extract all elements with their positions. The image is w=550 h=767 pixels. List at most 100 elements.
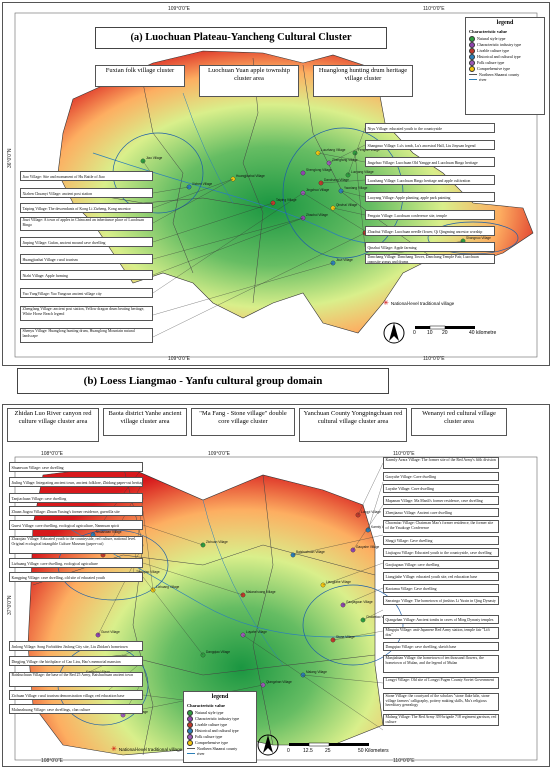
legend-a-line-item-2: river xyxy=(469,77,541,82)
lon-label-bottom-2: 110°0'0"E xyxy=(423,356,445,362)
left-label-b-10: Dingjing Village: the birthplace of Cao … xyxy=(9,656,143,666)
legend-b-line-item-1: Northern Shaanxi county xyxy=(187,746,253,751)
left-label-a-7: Nizhi Village: Apple farming xyxy=(20,270,153,280)
lon-b-top-3: 110°0'0"E xyxy=(393,451,415,457)
right-label-b-13: Qiangzhan Village: Ancient tombs in cave… xyxy=(383,615,499,624)
lon-label-top-2: 110°0'0"E xyxy=(423,6,445,12)
legend-a-item-3: Livable culture type xyxy=(469,47,541,54)
legend-b-item-label: Natural style type xyxy=(195,709,224,715)
legend-a-item-label: Livable culture type xyxy=(477,47,510,53)
north-arrow-icon xyxy=(383,322,405,344)
left-label-a-3: Taiping Village: The descendants of Kong… xyxy=(20,203,153,213)
map-a-village-name: Xizhen Village xyxy=(192,182,212,186)
map-b-village-name: Baishuchuan Village xyxy=(296,550,325,554)
right-label-b-10: Liangjiahe Village: educated youth site,… xyxy=(383,572,499,581)
cluster-label-zhidan: Zhidan Luo River canyon red culture vill… xyxy=(7,408,99,442)
left-label-b-4: Zhuan Jiagou Village: Zhuan Yuxing's for… xyxy=(9,506,143,516)
map-a-village-name: Zhengfang Village xyxy=(332,158,358,162)
right-label-a-2: Shangnuo Village: Lu's tomb, Lu's ancest… xyxy=(365,140,495,150)
map-a-village-name: Yaoxiang Village xyxy=(344,186,368,190)
north-arrow-icon-b xyxy=(257,734,279,756)
left-label-b-12: Zichuan Village: rural tourism demonstra… xyxy=(9,690,143,700)
map-a-village-name: Shangnuo Village xyxy=(466,236,491,240)
lon-b-top-2: 109°0'0"E xyxy=(208,451,230,457)
legend-a-swatch-icon xyxy=(469,53,475,60)
left-label-a-10: Shenyu Village: Huanglong hunting drum, … xyxy=(20,328,153,343)
map-b-village-name: Malanzhuang Village xyxy=(246,590,276,594)
legend-b-item-label: Historical and cultural type xyxy=(195,727,239,733)
legend-b-item-label: Folk culture type xyxy=(195,733,223,739)
right-label-a-9: Danchang Village: Danchang Tower, Dancha… xyxy=(365,254,495,264)
legend-a-item-2: Characteristic industry type xyxy=(469,41,541,48)
legend-a-line-swatch-icon xyxy=(469,78,477,80)
map-b-village-name: Luyahe Village xyxy=(246,630,267,634)
map-b-village-name: Shuanwan Village xyxy=(96,530,122,534)
left-label-b-11: Baishuchuan Village: the base of the Red… xyxy=(9,672,143,687)
map-a-village-name: Fengxin Village xyxy=(358,148,380,152)
legend-a-item-1: Natural style type xyxy=(469,35,541,42)
map-a-village-name: Danchang Village xyxy=(324,178,349,182)
legend-b-swatch-icon xyxy=(187,733,193,740)
legend-b-swatch-icon xyxy=(187,727,193,734)
legend-b-item-3: Livable culture type xyxy=(187,721,253,728)
right-label-b-4: Mapanan Village: Ma Manli's former resid… xyxy=(383,496,499,505)
legend-b-item-6: Comprehensive type xyxy=(187,739,253,746)
legend-b-line-swatch-icon xyxy=(187,752,195,754)
map-a-village-name: Luozhang Village xyxy=(321,148,346,152)
legend-a-item-5: Folk culture type xyxy=(469,59,541,66)
legend-b-item-4: Historical and cultural type xyxy=(187,727,253,734)
map-b-village-name: Stone Village xyxy=(336,635,355,639)
legend-a-item-4: Historical and cultural type xyxy=(469,53,541,60)
legend-b-item-label: Characteristic industry type xyxy=(195,715,240,721)
map-b-village-name: Malang Village xyxy=(306,670,327,674)
legend-a-title: legend xyxy=(496,20,514,26)
legend-b-line-swatch-icon xyxy=(187,747,195,749)
legend-a-swatch-icon xyxy=(469,47,475,54)
right-label-a-8: Qinzhai Village: Apple farming xyxy=(365,242,495,252)
map-b-village-name: Qiangzhan Village xyxy=(266,680,292,684)
lon-b-bottom-3: 110°0'0"E xyxy=(393,758,415,764)
right-label-a-6: Fengxin Village: Luochuan conference sit… xyxy=(365,210,495,220)
right-label-a-5: Luoyang Village: Apple planting, apple p… xyxy=(365,192,495,202)
scale-a-1: 10 xyxy=(427,330,433,336)
left-label-b-2: Jiuling Village: Integrating ancient tow… xyxy=(9,477,143,487)
legend-b-item-label: Livable culture type xyxy=(195,721,228,727)
left-label-b-9: Jinlong Village: Song Forbidden Jinlong … xyxy=(9,641,143,651)
cluster-label-luochuan: Luochuan Yuan apple township cluster are… xyxy=(199,65,299,97)
map-a-village-name: Taiping Village xyxy=(276,198,297,202)
legend-a-line-item-1: Northern Shaanxi county xyxy=(469,72,541,77)
map-b-village-name: Gaoyahe Village xyxy=(356,545,380,549)
left-label-b-8: Kangping Village: cave dwelling, old sit… xyxy=(9,572,143,582)
legend-b-item-5: Folk culture type xyxy=(187,733,253,740)
left-label-b-3: Tanjiachuan Village: cave dwelling xyxy=(9,493,143,503)
legend-a-line-label: river xyxy=(479,76,487,82)
legend-a-item-label: Historical and cultural type xyxy=(477,53,521,59)
right-label-b-2: Gaoyahe Village: Cave dwelling xyxy=(383,472,499,481)
legend-a-line-swatch-icon xyxy=(469,73,477,75)
right-label-a-4: Luozhang Village: Luochuan Bingo heritag… xyxy=(365,175,495,185)
left-label-a-2: Xizhen Chuanyi Village: ancient post sta… xyxy=(20,188,153,198)
legend-b-line-label: river xyxy=(197,750,205,756)
right-label-a-7: Zhaohui Village: Luochuan needle flower,… xyxy=(365,226,495,236)
map-b-village-name: Zichuan Village xyxy=(206,540,228,544)
scale-a-0: 0 xyxy=(413,330,416,336)
map-a-village-name: Luoyang Village xyxy=(351,170,374,174)
scale-bar-a xyxy=(415,325,475,330)
lat-b-left: 37°0'0"N xyxy=(7,595,13,615)
legend-a-swatch-icon xyxy=(469,59,475,66)
right-label-b-16: Manjiabian Village: the hometown of ten … xyxy=(383,655,499,673)
left-label-a-8: Yao YangVillage: Yao Yangcun ancient vil… xyxy=(20,288,153,298)
left-label-b-5: Gunvi Village: cave dwelling, ecological… xyxy=(9,520,143,530)
left-label-b-1: Shuanwan Village: cave dwelling xyxy=(9,462,143,472)
legend-b-item-2: Characteristic industry type xyxy=(187,715,253,722)
cluster-label-baota: Baota district Yanhe ancient village clu… xyxy=(103,408,187,436)
legend-a-swatch-icon xyxy=(469,65,475,72)
right-label-b-3: Luyahe Village: Cave dwelling xyxy=(383,484,499,493)
left-label-b-6: Zhaoqiao Village: Educated youth to the … xyxy=(9,536,143,554)
panel-b-title: (b) Loess Liangmao - Yanfu cultural grou… xyxy=(17,368,389,394)
national-village-note-a: ✳ National-level traditional village xyxy=(383,299,454,307)
legend-a-swatch-icon xyxy=(469,35,475,42)
national-village-note-b: ✳ National-level traditional village xyxy=(111,745,182,753)
scale-b-2: 25 xyxy=(325,748,331,754)
right-label-b-12: Sanxingo Village: The hometown of jinshi… xyxy=(383,596,499,605)
